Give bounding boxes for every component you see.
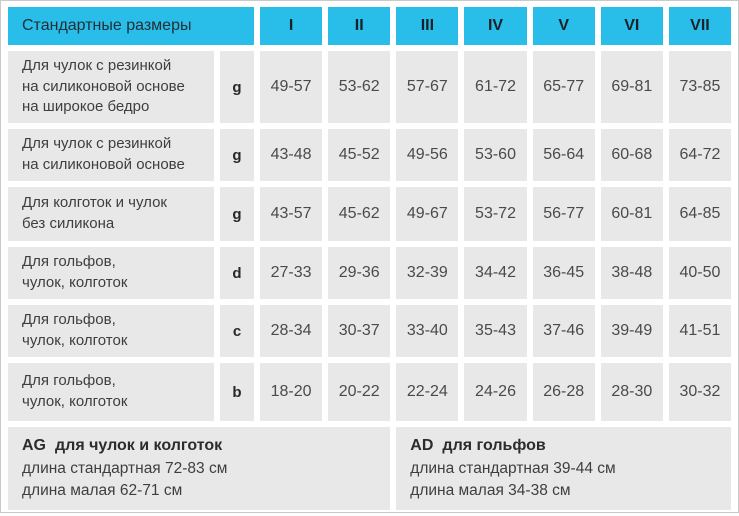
measure-letter: g xyxy=(220,129,255,181)
measure-letter: d xyxy=(220,247,255,299)
measure-letter: c xyxy=(220,305,255,357)
size-value: 65-77 xyxy=(532,51,595,123)
row-label: Для чулок с резинкой на силиконовой осно… xyxy=(8,51,214,123)
size-value: 40-50 xyxy=(668,247,731,299)
column-header-5: V xyxy=(532,7,595,45)
column-header-1: I xyxy=(260,7,323,45)
table-row: Для колготок и чулок без силикона g 43-5… xyxy=(8,187,731,241)
size-value: 73-85 xyxy=(668,51,731,123)
note-ad-title: AD для гольфов xyxy=(410,437,545,454)
size-value: 49-57 xyxy=(260,51,323,123)
size-value: 24-26 xyxy=(464,363,527,421)
size-value: 37-46 xyxy=(532,305,595,357)
note-ag-label: для чулок и колготок xyxy=(55,437,223,454)
table-row: Для гольфов, чулок, колготок b 18-20 20-… xyxy=(8,363,731,421)
size-value: 60-81 xyxy=(600,187,663,241)
note-ad: AD для гольфов длина стандартная 39-44 см… xyxy=(396,427,731,510)
note-ag-line2: длина малая 62-71 см xyxy=(22,481,183,499)
size-value: 64-85 xyxy=(668,187,731,241)
column-header-7: VII xyxy=(668,7,731,45)
size-value: 30-32 xyxy=(668,363,731,421)
size-value: 43-48 xyxy=(260,129,323,181)
size-value: 45-62 xyxy=(328,187,391,241)
row-label: Для гольфов, чулок, колготок xyxy=(8,247,214,299)
size-value: 49-67 xyxy=(396,187,459,241)
column-header-4: IV xyxy=(464,7,527,45)
size-value: 69-81 xyxy=(600,51,663,123)
note-ad-label: для гольфов xyxy=(442,437,546,454)
size-value: 28-30 xyxy=(600,363,663,421)
table-row: Для гольфов, чулок, колготок d 27-33 29-… xyxy=(8,247,731,299)
size-value: 45-52 xyxy=(328,129,391,181)
row-label: Для гольфов, чулок, колготок xyxy=(8,363,214,421)
note-ad-code: AD xyxy=(410,437,434,454)
note-ad-line1: длина стандартная 39-44 см xyxy=(410,459,616,477)
row-label: Для гольфов, чулок, колготок xyxy=(8,305,214,357)
size-value: 61-72 xyxy=(464,51,527,123)
notes-row: AG для чулок и колготок длина стандартная… xyxy=(8,427,731,510)
size-value: 20-22 xyxy=(328,363,391,421)
size-value: 18-20 xyxy=(260,363,323,421)
measure-letter: g xyxy=(220,187,255,241)
table-title: Стандартные размеры xyxy=(8,7,255,45)
table-row: Для чулок с резинкой на силиконовой осно… xyxy=(8,51,731,123)
size-value: 30-37 xyxy=(328,305,391,357)
size-value: 29-36 xyxy=(328,247,391,299)
size-value: 28-34 xyxy=(260,305,323,357)
measure-letter: b xyxy=(220,363,255,421)
size-value: 53-60 xyxy=(464,129,527,181)
size-value: 60-68 xyxy=(600,129,663,181)
size-value: 36-45 xyxy=(532,247,595,299)
note-ad-line2: длина малая 34-38 см xyxy=(410,481,571,499)
size-value: 38-48 xyxy=(600,247,663,299)
column-header-2: II xyxy=(328,7,391,45)
size-value: 22-24 xyxy=(396,363,459,421)
table-row: Для чулок с резинкой на силиконовой осно… xyxy=(8,129,731,181)
header-row: Стандартные размеры I II III IV V VI VII xyxy=(8,7,731,45)
size-value: 53-62 xyxy=(328,51,391,123)
size-value: 33-40 xyxy=(396,305,459,357)
note-ag-title: AG для чулок и колготок xyxy=(22,437,222,454)
size-value: 27-33 xyxy=(260,247,323,299)
size-value: 35-43 xyxy=(464,305,527,357)
row-label: Для чулок с резинкой на силиконовой осно… xyxy=(8,129,214,181)
size-value: 49-56 xyxy=(396,129,459,181)
note-ag-code: AG xyxy=(22,437,46,454)
measure-letter: g xyxy=(220,51,255,123)
size-value: 26-28 xyxy=(532,363,595,421)
size-value: 56-77 xyxy=(532,187,595,241)
size-value: 57-67 xyxy=(396,51,459,123)
size-value: 41-51 xyxy=(668,305,731,357)
note-ag: AG для чулок и колготок длина стандартная… xyxy=(8,427,391,510)
size-value: 53-72 xyxy=(464,187,527,241)
size-value: 32-39 xyxy=(396,247,459,299)
size-value: 56-64 xyxy=(532,129,595,181)
size-value: 34-42 xyxy=(464,247,527,299)
row-label: Для колготок и чулок без силикона xyxy=(8,187,214,241)
table-row: Для гольфов, чулок, колготок c 28-34 30-… xyxy=(8,305,731,357)
note-ag-line1: длина стандартная 72-83 см xyxy=(22,459,228,477)
size-value: 64-72 xyxy=(668,129,731,181)
column-header-6: VI xyxy=(600,7,663,45)
size-value: 43-57 xyxy=(260,187,323,241)
size-value: 39-49 xyxy=(600,305,663,357)
column-header-3: III xyxy=(396,7,459,45)
